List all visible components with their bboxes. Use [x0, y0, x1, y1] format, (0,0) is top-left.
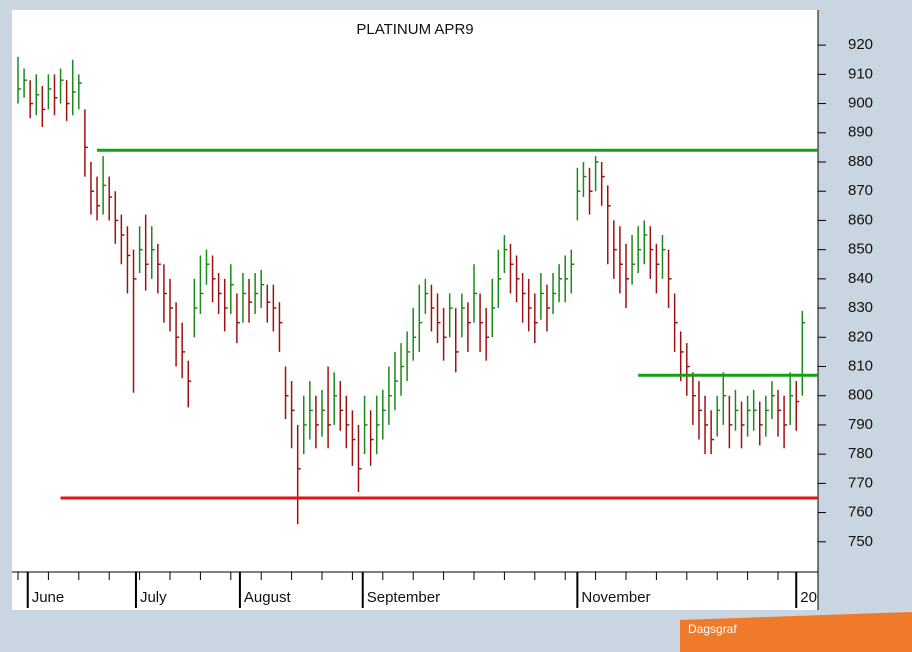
y-tick-label: 860 — [848, 211, 873, 228]
month-label: August — [244, 589, 292, 606]
y-tick-label: 800 — [848, 387, 873, 404]
plot-panel — [12, 10, 818, 610]
y-tick-label: 820 — [848, 328, 873, 345]
y-tick-label: 750 — [848, 533, 873, 550]
y-tick-label: 810 — [848, 357, 873, 374]
y-tick-label: 840 — [848, 270, 873, 287]
footer-banner — [680, 612, 912, 652]
y-tick-label: 830 — [848, 299, 873, 316]
y-tick-label: 790 — [848, 416, 873, 433]
month-label: July — [140, 589, 167, 606]
month-label: 20 — [800, 589, 817, 606]
y-tick-label: 770 — [848, 474, 873, 491]
y-tick-label: 920 — [848, 36, 873, 53]
y-tick-label: 870 — [848, 182, 873, 199]
y-tick-label: 880 — [848, 153, 873, 170]
month-label: June — [32, 589, 65, 606]
month-label: September — [367, 589, 440, 606]
footer-label: Dagsgraf — [688, 622, 737, 636]
y-tick-label: 890 — [848, 124, 873, 141]
y-tick-label: 900 — [848, 95, 873, 112]
y-tick-label: 780 — [848, 445, 873, 462]
axis-panel — [818, 10, 912, 610]
y-tick-label: 850 — [848, 241, 873, 258]
month-label: November — [581, 589, 650, 606]
y-tick-label: 910 — [848, 65, 873, 82]
y-tick-label: 760 — [848, 504, 873, 521]
chart-title: PLATINUM APR9 — [356, 21, 473, 38]
